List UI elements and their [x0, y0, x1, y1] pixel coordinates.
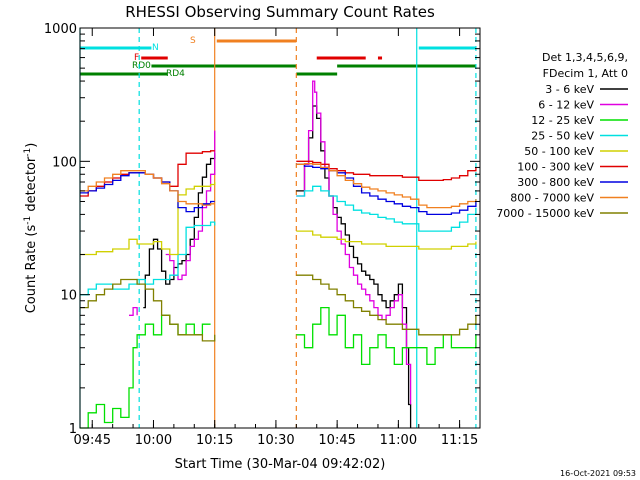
legend-label: 12 - 25 keV	[531, 114, 594, 127]
series-800-7000-kev	[80, 163, 477, 209]
y-axis: 1 10 100 1000	[44, 22, 480, 437]
x-axis: 09:45 10:00 10:15 10:30 10:45 11:00 11:15	[74, 28, 481, 448]
legend-header: Det 1,3,4,5,6,9,	[542, 51, 628, 64]
x-tick-label: 10:30	[257, 433, 294, 448]
legend-label: 3 - 6 keV	[545, 83, 594, 96]
y-axis-label-exponent: -1	[23, 148, 33, 157]
plot-frame	[79, 27, 481, 429]
x-tick-label: 11:15	[441, 433, 478, 448]
x-tick-label: 10:15	[196, 433, 233, 448]
x-axis-label: Start Time (30-Mar-04 09:42:02)	[175, 457, 386, 472]
flag-label-s: S	[190, 36, 196, 46]
series-lines	[80, 80, 477, 429]
y-axis-label: Count Rate (s-1 detector-1)	[23, 143, 39, 314]
legend: Det 1,3,4,5,6,9, FDecim 1, Att 0 3 - 6 keV…	[496, 51, 628, 220]
legend-label: 25 - 50 keV	[531, 130, 594, 143]
flag-label-n: N	[152, 43, 159, 53]
x-tick-label: 09:45	[74, 433, 111, 448]
flag-label-rd4: RD4	[166, 69, 185, 79]
x-tick-label: 10:00	[135, 433, 172, 448]
y-axis-label-part: detector	[24, 156, 39, 216]
y-axis-label-part: Count Rate (s	[24, 225, 39, 314]
series-50-100-kev	[80, 182, 477, 256]
series-25-50-kev	[80, 185, 477, 296]
series-7000-15000-kev	[80, 274, 477, 342]
y-tick-label: 1	[69, 422, 77, 437]
y-tick-label: 10	[60, 289, 77, 304]
x-tick-label: 11:00	[380, 433, 417, 448]
y-axis-label-part: )	[24, 143, 39, 148]
y-axis-label-exponent: -1	[23, 216, 33, 225]
series-12-25-kev	[80, 306, 477, 429]
x-tick-label: 10:45	[318, 433, 355, 448]
legend-label: 100 - 300 keV	[517, 161, 594, 174]
legend-label: 300 - 800 keV	[517, 176, 594, 189]
legend-label: 800 - 7000 keV	[510, 192, 594, 205]
timestamp: 16-Oct-2021 09:53	[560, 469, 636, 478]
chart-title: RHESSI Observing Summary Count Rates	[125, 3, 435, 21]
y-tick-label: 1000	[44, 22, 77, 37]
flag-label-f: F	[134, 53, 139, 63]
legend-label: 6 - 12 keV	[538, 99, 594, 112]
legend-header: FDecim 1, Att 0	[543, 67, 628, 80]
legend-label: 50 - 100 keV	[524, 145, 594, 158]
flag-label-rd0: RD0	[132, 61, 151, 71]
y-tick-label: 100	[52, 155, 77, 170]
legend-label: 7000 - 15000 keV	[496, 207, 594, 220]
